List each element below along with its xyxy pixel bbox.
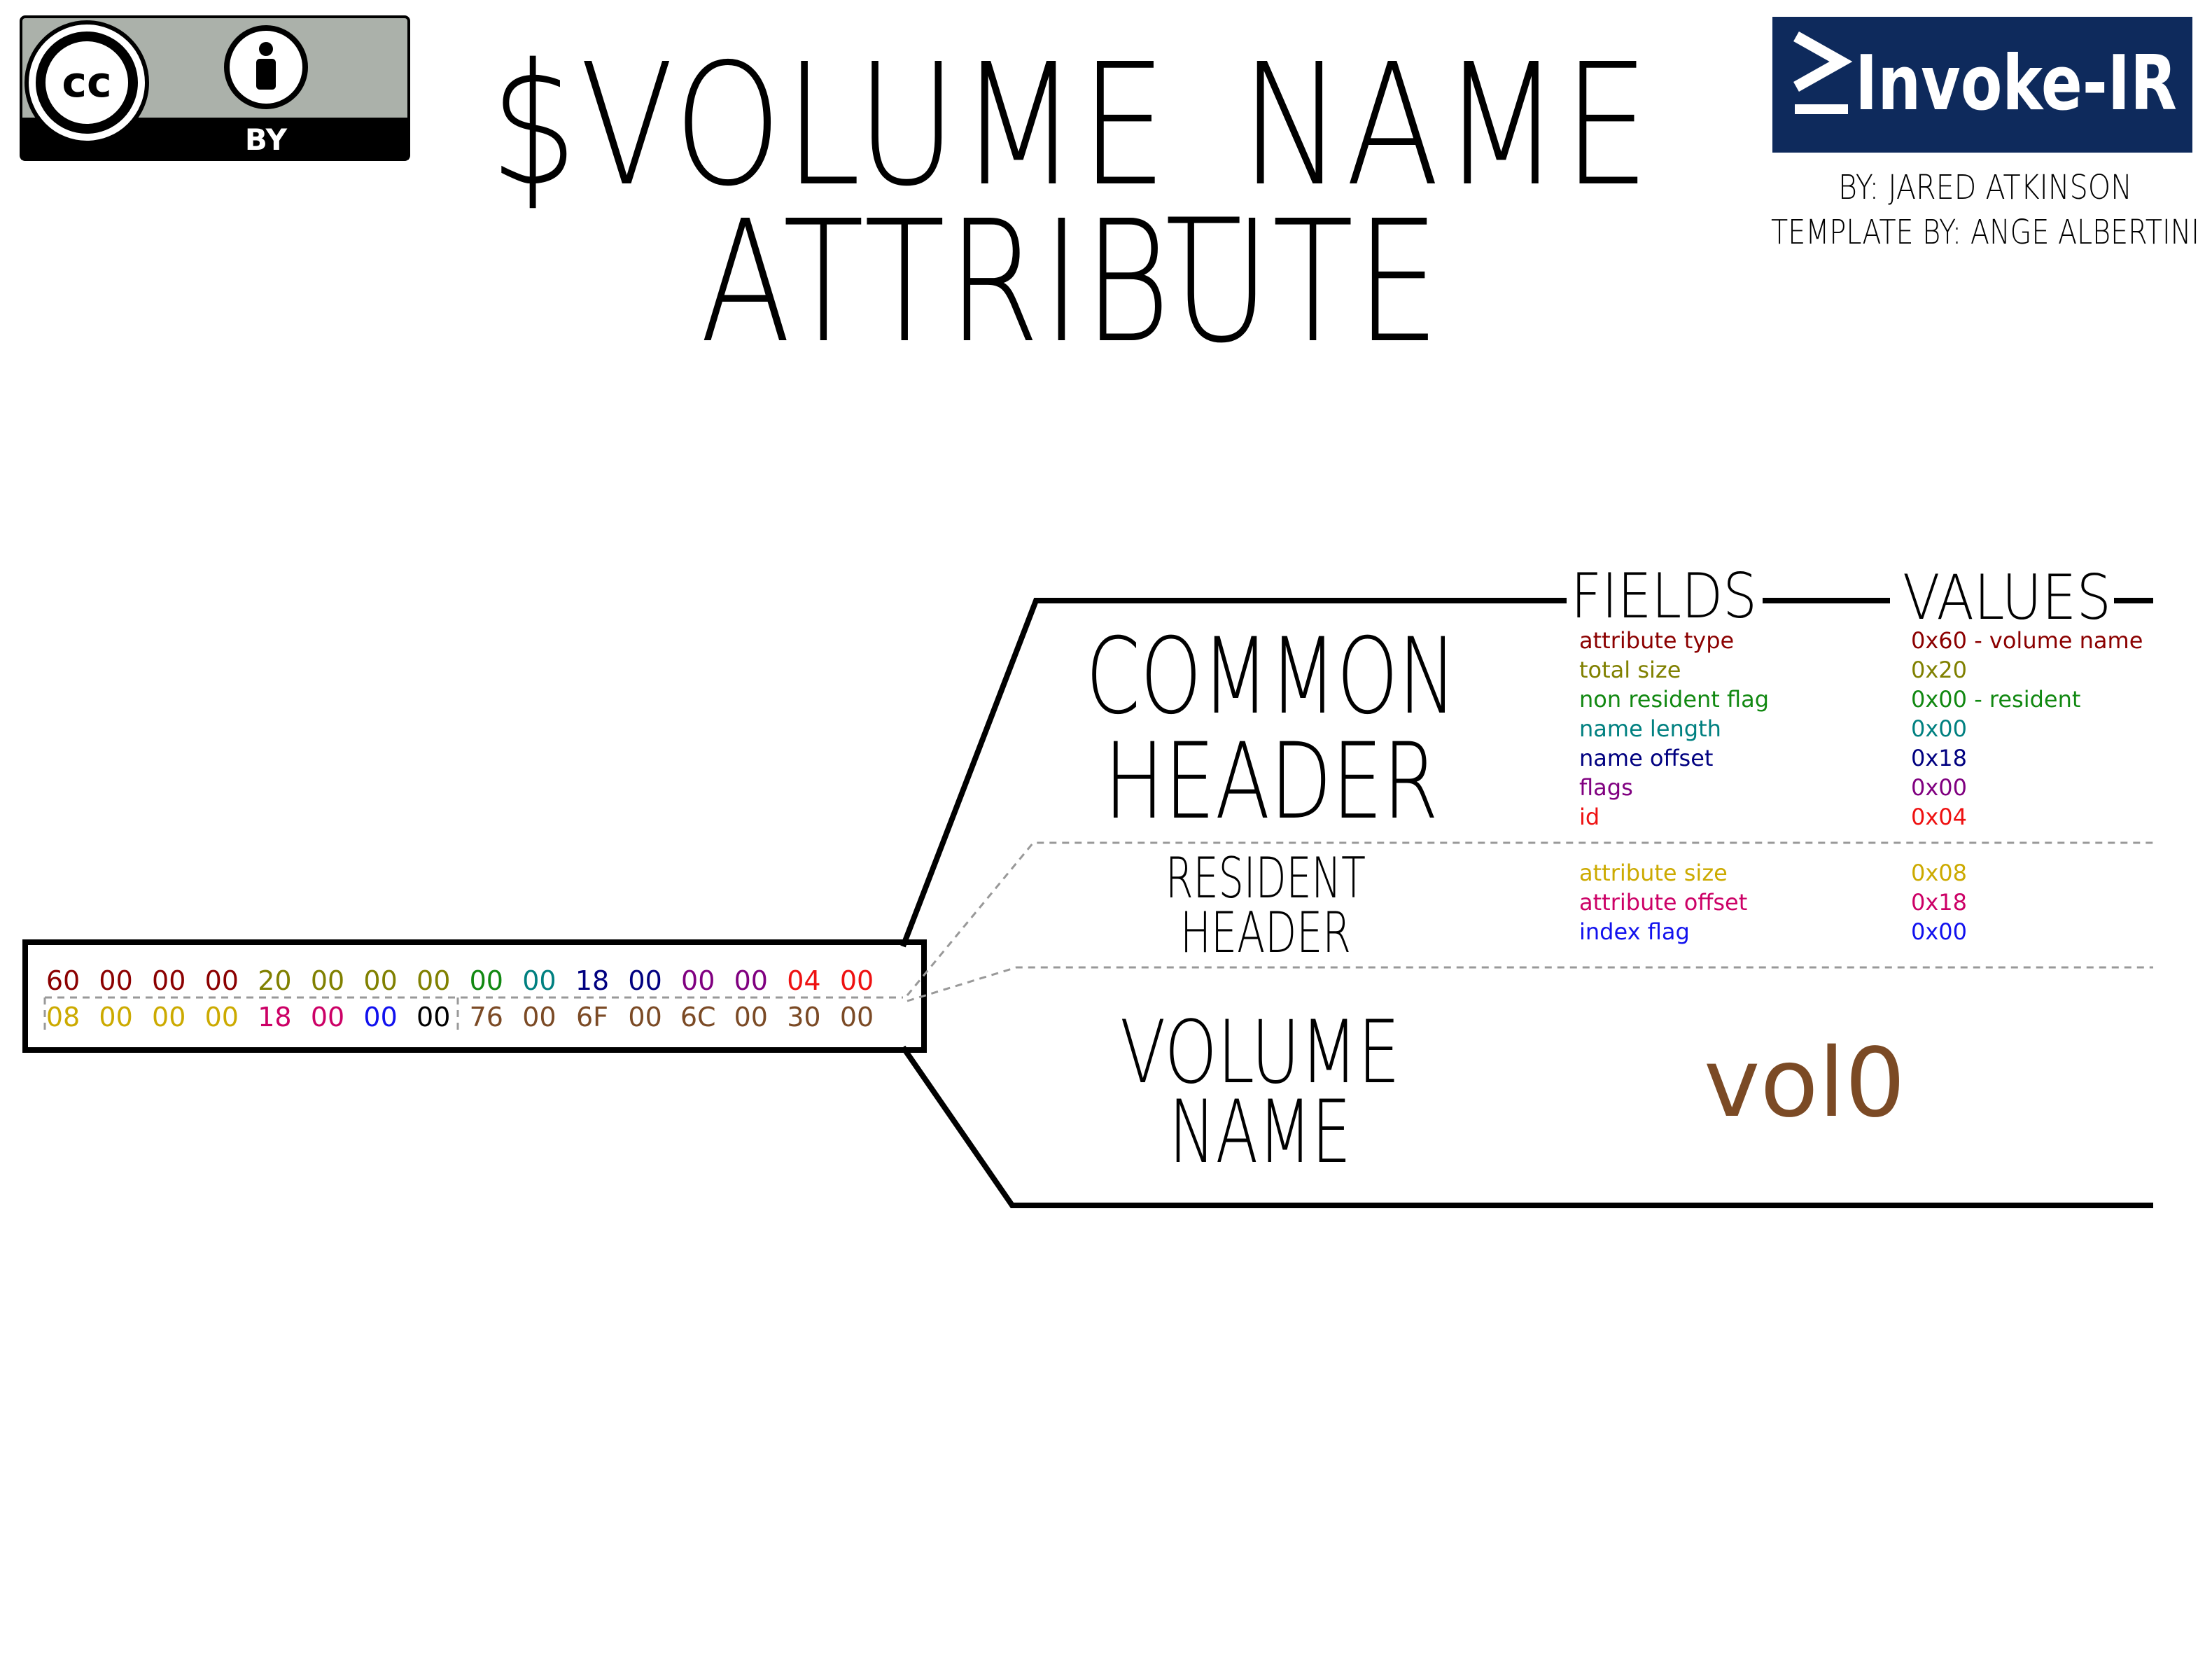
field-name: total size (1579, 657, 1681, 683)
volume-name-value: vol0 (1704, 1028, 1905, 1139)
field-name: non resident flag (1579, 686, 1769, 713)
hex-byte: 00 (205, 1002, 239, 1032)
hex-byte: 00 (628, 1002, 662, 1032)
field-name: attribute size (1579, 860, 1728, 886)
hex-byte: 60 (46, 965, 80, 996)
field-name: id (1579, 804, 1600, 830)
hex-byte: 6F (576, 1002, 608, 1032)
title-line-2: ATTRIBUTE (700, 184, 1442, 380)
field-name: attribute offset (1579, 889, 1747, 916)
hex-byte: 00 (363, 965, 397, 996)
field-name: name offset (1579, 745, 1713, 771)
attribution-person-icon (224, 25, 308, 109)
field-name: name length (1579, 715, 1721, 742)
by-label: BY (245, 122, 288, 157)
hex-byte: 30 (787, 1002, 820, 1032)
hex-byte: 00 (152, 1002, 186, 1032)
field-name: attribute type (1579, 627, 1734, 654)
volume-name-label-2: NAME (1169, 1082, 1351, 1183)
section-connectors (900, 598, 2153, 1208)
field-value: 0x18 (1911, 745, 1967, 771)
field-value: 0x00 (1911, 918, 1967, 945)
field-value: 0x08 (1911, 860, 1967, 886)
hex-byte: 04 (787, 965, 820, 996)
cc-label: cc (62, 58, 111, 107)
hex-dump-box: 60 00 00 00 20 00 00 00 00 00 18 00 00 00 04 00 08 00 00 0… (22, 939, 927, 1053)
title-line-1: $VOLUME_NAME (490, 27, 1652, 223)
hex-byte: 00 (681, 965, 715, 996)
hex-row-2: 08 00 00 00 18 00 00 00 76 00 6F 00 6C 00 30 00 (46, 1002, 874, 1032)
hex-byte: 00 (734, 965, 768, 996)
field-value: 0x00 (1911, 715, 1967, 742)
hex-byte: 08 (46, 1002, 80, 1032)
hex-row-1: 60 00 00 00 20 00 00 00 00 00 18 00 00 00 04 00 (46, 965, 874, 996)
hex-byte: 00 (311, 1002, 344, 1032)
hex-byte: 00 (99, 1002, 132, 1032)
field-value: 0x00 - resident (1911, 686, 2080, 713)
hex-byte: 00 (734, 1002, 768, 1032)
hex-byte: 00 (522, 965, 556, 996)
fields-list: attribute type total size non resident fla… (1579, 627, 1769, 945)
field-value: 0x20 (1911, 657, 1967, 683)
hex-byte: 6C (680, 1002, 716, 1032)
hex-byte: 00 (522, 1002, 556, 1032)
hex-byte: 00 (363, 1002, 397, 1032)
hex-byte: 18 (258, 1002, 291, 1032)
hex-byte: 00 (470, 965, 503, 996)
hex-byte: 00 (152, 965, 186, 996)
resident-header-label-2: HEADER (1180, 900, 1351, 965)
field-value: 0x60 - volume name (1911, 627, 2143, 654)
cc-by-license-badge[interactable]: cc BY (20, 15, 410, 161)
hex-byte: 00 (416, 1002, 450, 1032)
hex-byte: 00 (840, 1002, 874, 1032)
hex-byte: 00 (628, 965, 662, 996)
field-name: index flag (1579, 918, 1690, 945)
hex-byte: 76 (470, 1002, 503, 1032)
values-header: VALUES (1903, 561, 2111, 634)
field-value: 0x00 (1911, 774, 1967, 801)
author-credit: BY: JARED ATKINSON (1838, 168, 2132, 207)
invoke-ir-logo[interactable]: Invoke-IR (1772, 17, 2192, 153)
creative-commons-icon: cc (24, 20, 149, 145)
hex-byte: 18 (575, 965, 609, 996)
powershell-prompt-icon (1793, 31, 1853, 92)
common-header-label-2: HEADER (1104, 721, 1438, 843)
template-credit: TEMPLATE BY: ANGE ALBERTINI (1771, 213, 2199, 252)
resident-header-label-1: RESIDENT (1166, 846, 1366, 911)
hex-byte: 00 (205, 965, 239, 996)
hex-byte: 00 (416, 965, 450, 996)
hex-byte: 00 (99, 965, 132, 996)
hex-byte: 00 (840, 965, 874, 996)
invoke-ir-name: Invoke-IR (1855, 40, 2177, 127)
field-name: flags (1579, 774, 1633, 801)
field-value: 0x04 (1911, 804, 1967, 830)
field-value: 0x18 (1911, 889, 1967, 916)
hex-byte: 20 (258, 965, 291, 996)
fields-header: FIELDS (1571, 560, 1757, 632)
volume-name-label-1: VOLUME (1120, 1002, 1400, 1103)
common-header-label-1: COMMON (1086, 616, 1457, 738)
hex-byte: 00 (311, 965, 344, 996)
